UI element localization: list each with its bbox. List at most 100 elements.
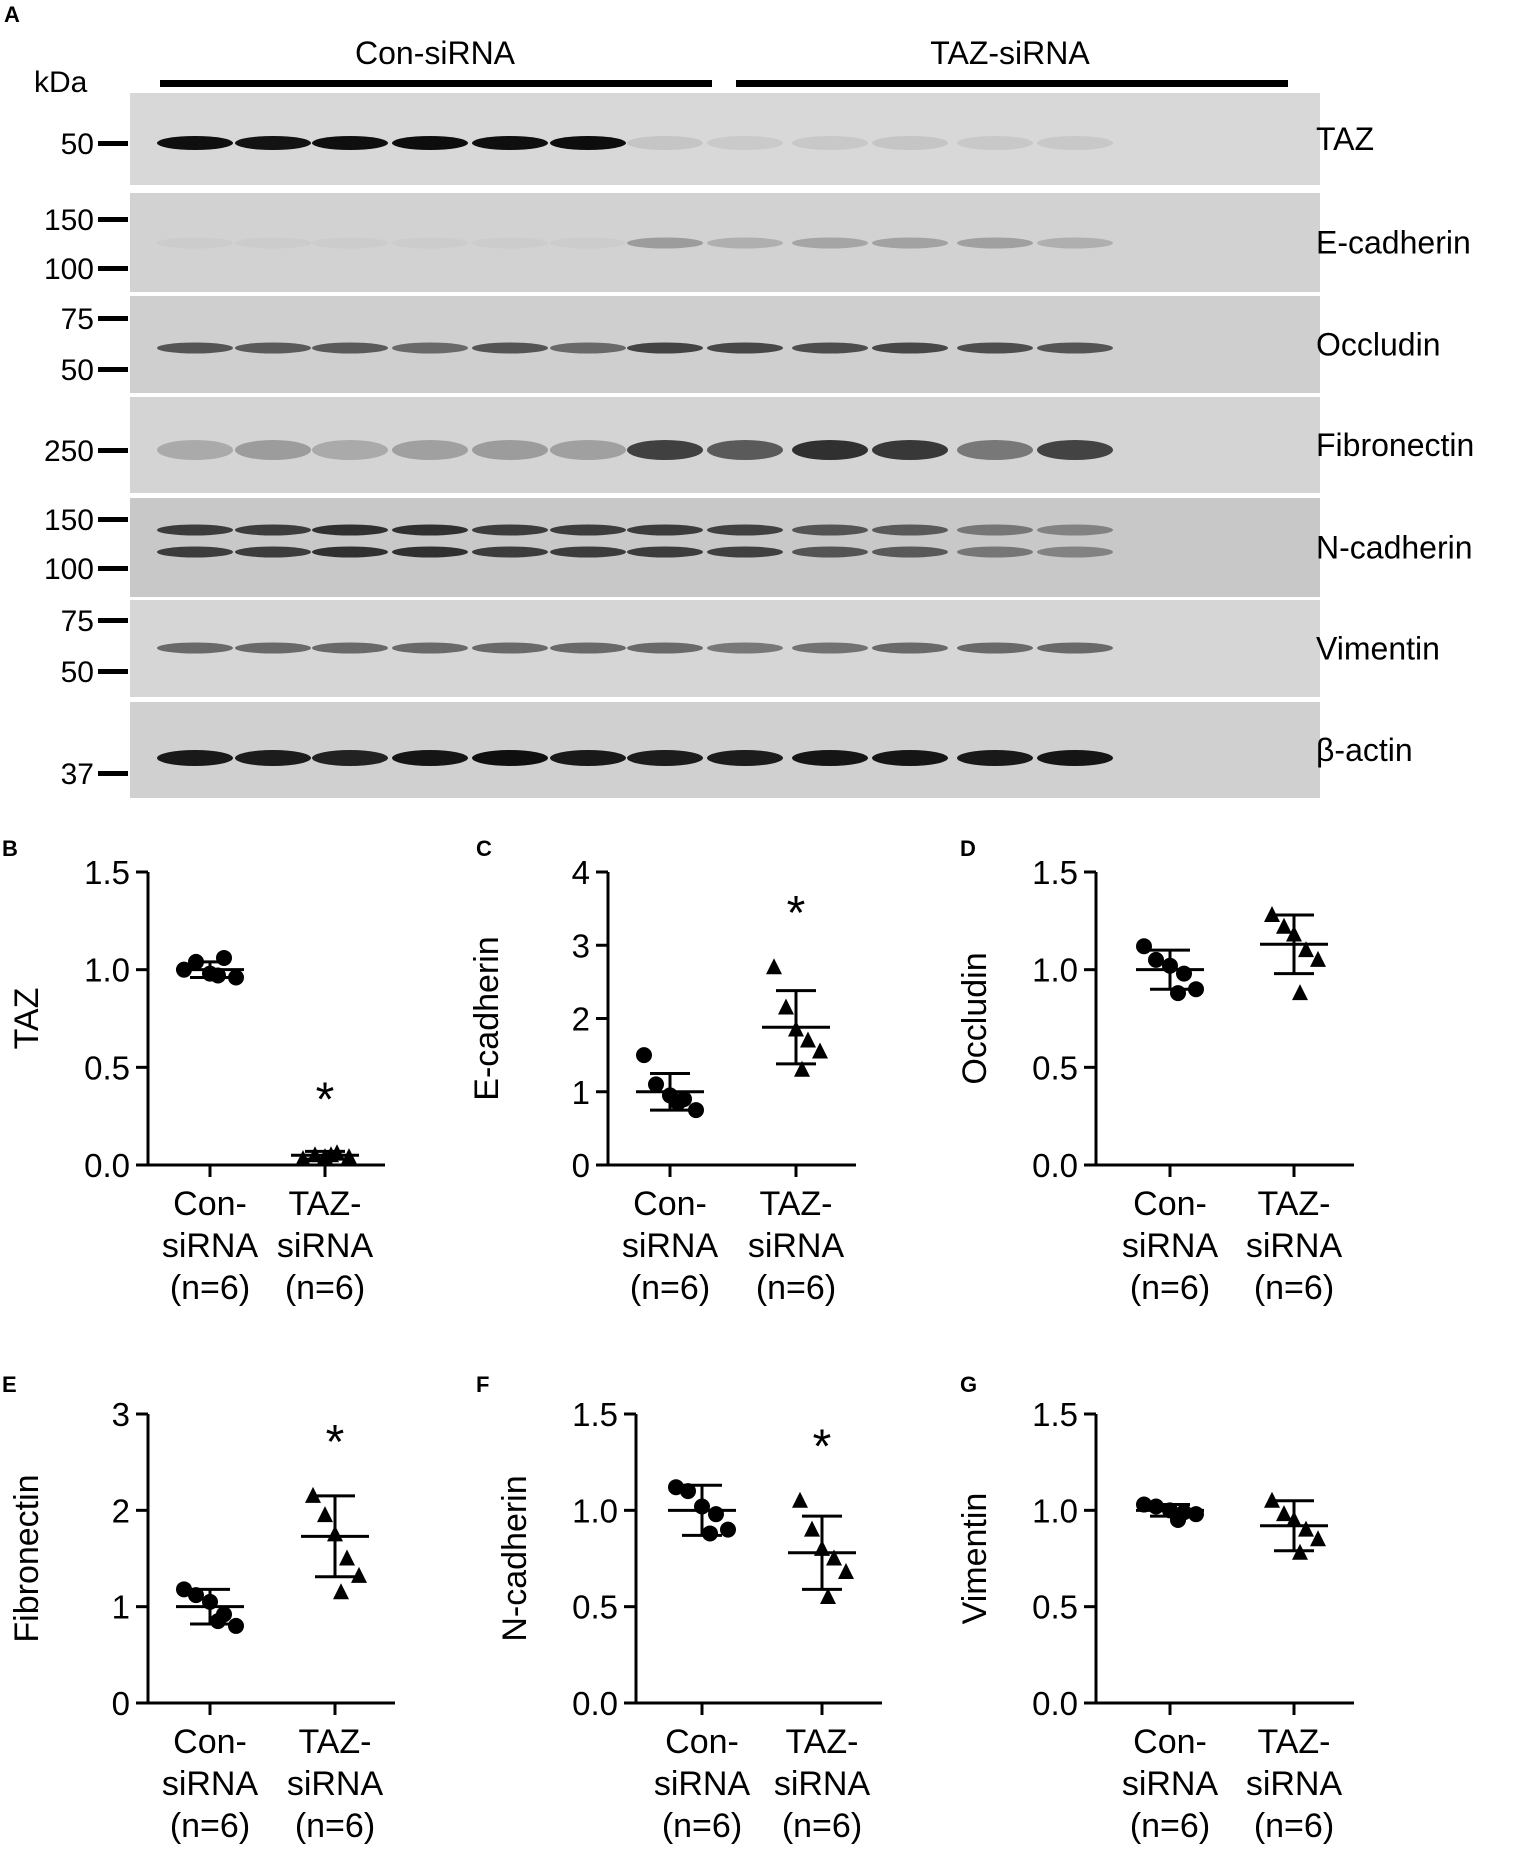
blot-band [472,642,548,654]
blot-band [550,546,626,558]
data-point [794,1060,810,1077]
data-series: * [291,1073,359,1167]
data-point [1148,951,1164,968]
data-point [295,1150,311,1167]
blot-band [1037,750,1113,766]
y-tick-label: 1.5 [1032,1396,1078,1433]
y-tick-label: 0.5 [572,1589,618,1626]
blot-band [1037,524,1113,536]
x-tick-label: (n=6) [295,1807,375,1845]
kda-marker-label: 75 [61,605,94,638]
blot-band [957,440,1033,460]
y-axis-label: E-cadherin [468,936,506,1100]
blot-band [872,237,948,249]
x-tick-label: siRNA [774,1765,871,1803]
data-series [1136,1496,1204,1528]
x-tick-label: (n=6) [630,1269,710,1307]
x-tick-label: TAZ- [785,1723,858,1761]
blot-band [707,440,783,460]
blot-band [957,642,1033,654]
x-tick-label: Con- [173,1185,247,1223]
panel-letter: F [476,1372,489,1397]
y-tick-label: 3 [572,927,590,964]
y-tick-label: 0.5 [1032,1589,1078,1626]
data-point [307,1146,323,1163]
significance-marker: * [326,1416,345,1469]
blot-band [1037,342,1113,354]
x-tick-label: siRNA [748,1227,845,1265]
y-tick-label: 1.5 [572,1396,618,1433]
blot-band [627,642,703,654]
data-point [1276,917,1292,934]
blot-band [312,136,388,150]
scatter-plot-panels: B 0.0 0.5 1.0 1.5 TAZ Con-siRNA (n=6) TAZ-siRNA (… [2,836,1354,1845]
blot-band [707,524,783,536]
data-point [668,1479,684,1496]
blot-band [392,440,468,460]
data-point [826,1549,842,1566]
y-axis-label: TAZ [8,988,46,1050]
data-point [670,1094,686,1111]
blot-band [957,546,1033,558]
blot-band [1037,642,1113,654]
x-tick-label: Con- [173,1723,247,1761]
panel-letter: D [960,836,976,861]
x-tick-label: (n=6) [1130,1807,1210,1845]
blot-band [792,136,868,150]
blot-band [550,642,626,654]
x-tick-label: (n=6) [285,1269,365,1307]
x-tick-label: siRNA [1246,1765,1343,1803]
data-point [648,1076,664,1093]
x-tick-label: Con- [665,1723,739,1761]
kda-marker-tick [98,217,128,222]
x-tick-label: TAZ- [298,1723,371,1761]
blot-band [627,342,703,354]
blot-band [707,642,783,654]
x-tick-label: siRNA [287,1765,384,1803]
panel-letter: A [4,2,20,27]
blot-band [957,524,1033,536]
data-point [804,1520,820,1537]
blot-band [792,642,868,654]
kda-marker-tick [98,618,128,623]
blot-band [392,546,468,558]
x-tick-label: siRNA [622,1227,719,1265]
protein-label: β-actin [1316,732,1413,768]
y-tick-label: 0 [572,1147,590,1184]
x-tick-label: siRNA [654,1765,751,1803]
blot-band [312,440,388,460]
kda-marker-label: 50 [61,128,94,161]
blot-band [872,642,948,654]
x-tick-label: siRNA [277,1227,374,1265]
kda-marker-label: 50 [61,656,94,689]
y-tick-label: 3 [112,1396,130,1433]
blot-band [707,237,783,249]
kda-marker-label: 150 [44,204,94,237]
y-tick-label: 0.5 [84,1049,130,1086]
blot-band [872,440,948,460]
blot-band [550,524,626,536]
chart-d: D 0.0 0.5 1.0 1.5 Occludin Con-siRNA (n=6) TAZ-s… [956,836,1354,1307]
blot-band [872,524,948,536]
blot-band [157,546,233,558]
blot-strip-occludin: 75 50 Occludin [61,296,1441,393]
chart-g: G 0.0 0.5 1.0 1.5 Vimentin Con-siRNA (n=6) TAZ-s… [956,1372,1354,1845]
kda-marker-tick [98,266,128,271]
blot-band [792,342,868,354]
blot-band [312,342,388,354]
data-point [228,969,244,986]
y-tick-label: 0.0 [84,1147,130,1184]
blot-strip-n-cadherin: 150 100 N-cadherin [44,498,1473,597]
data-point [792,1491,808,1508]
blot-band [157,342,233,354]
x-tick-label: (n=6) [170,1269,250,1307]
data-point [680,1483,696,1500]
data-point [305,1486,321,1503]
data-series [636,1047,704,1119]
blot-band [157,440,233,460]
data-point [1292,1543,1308,1560]
blot-band [550,750,626,766]
y-tick-label: 0.0 [1032,1685,1078,1722]
data-point [694,1498,710,1515]
kda-marker-label: 37 [61,758,94,791]
